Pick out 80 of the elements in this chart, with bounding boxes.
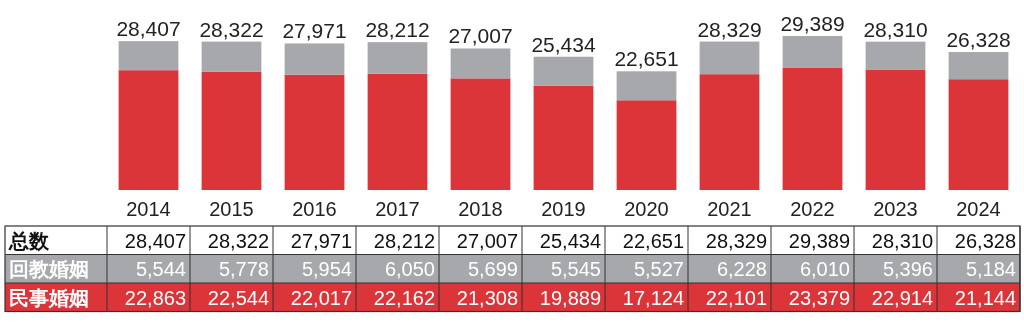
x-tick-label: 2019 (541, 198, 586, 220)
x-tick-label: 2015 (209, 198, 254, 220)
text: 26,328 (954, 229, 1016, 252)
data-label: 6,050 (384, 258, 435, 281)
data-label: 5,184 (965, 258, 1016, 281)
x-tick-label: 2022 (790, 198, 835, 220)
bar (533, 85, 594, 190)
x-tick-label: 2017 (375, 198, 420, 220)
total-label: 25,434 (531, 32, 596, 56)
bar (948, 79, 1009, 190)
text: 28,310 (871, 229, 933, 252)
bar (616, 71, 677, 101)
text: 回教婚姻 (9, 258, 89, 281)
data-label: 5,699 (467, 258, 518, 281)
data-label: 23,379 (788, 286, 850, 309)
bar (201, 71, 262, 190)
x-tick-label: 2018 (458, 198, 503, 220)
bar (284, 43, 345, 75)
data-label: 17,124 (622, 286, 684, 309)
total-label: 28,310 (863, 17, 928, 41)
data-label: 5,545 (550, 258, 601, 281)
text: 28,322 (207, 229, 269, 252)
text: 28,329 (705, 229, 767, 252)
bar (201, 41, 262, 72)
text: 22,651 (622, 229, 684, 252)
text: 总数 (8, 229, 50, 252)
text: 28,212 (373, 229, 435, 252)
bar (367, 42, 428, 74)
data-label: 22,101 (705, 286, 767, 309)
total-label: 28,407 (116, 17, 181, 41)
data-label: 22,863 (124, 286, 186, 309)
data-label: 19,889 (539, 286, 601, 309)
data-label: 22,017 (290, 286, 352, 309)
data-label: 6,228 (716, 258, 767, 281)
bar (118, 70, 179, 190)
data-label: 21,144 (954, 286, 1016, 309)
data-label: 22,544 (207, 286, 269, 309)
bar (865, 41, 926, 70)
bar (367, 73, 428, 190)
data-label: 6,010 (799, 258, 850, 281)
bar (865, 69, 926, 190)
x-tick-label: 2024 (956, 198, 1001, 220)
bar (533, 56, 594, 86)
text: 27,971 (290, 229, 352, 252)
bar (450, 48, 511, 79)
data-label: 5,954 (301, 258, 352, 281)
data-label: 5,778 (218, 258, 269, 281)
data-label: 22,162 (373, 286, 435, 309)
bar (284, 74, 345, 190)
bar (699, 41, 760, 75)
text: 27,007 (456, 229, 518, 252)
data-label: 21,308 (456, 286, 518, 309)
total-label: 27,971 (282, 19, 347, 43)
total-label: 28,212 (365, 18, 430, 42)
bar (948, 52, 1009, 80)
bar (118, 41, 179, 71)
text: 28,407 (124, 229, 186, 252)
x-tick-label: 2021 (707, 198, 752, 220)
total-label: 27,007 (448, 24, 513, 48)
x-tick-label: 2016 (292, 198, 337, 220)
text: 29,389 (788, 229, 850, 252)
text: 25,434 (539, 229, 601, 252)
total-label: 29,389 (780, 12, 845, 35)
data-label: 5,527 (633, 258, 684, 281)
bar (616, 100, 677, 190)
data-label: 5,396 (882, 258, 933, 281)
bar (450, 78, 511, 190)
data-label: 22,914 (871, 286, 933, 309)
total-label: 28,322 (199, 17, 264, 41)
x-tick-label: 2023 (873, 198, 918, 220)
bar (782, 67, 843, 190)
total-label: 22,651 (614, 47, 679, 71)
total-label: 26,328 (946, 28, 1011, 52)
total-label: 28,329 (697, 17, 762, 41)
data-label: 5,544 (135, 258, 186, 281)
x-tick-label: 2014 (126, 198, 171, 220)
bar (699, 74, 760, 190)
text: 民事婚姻 (9, 286, 89, 309)
bar (782, 36, 843, 68)
x-tick-label: 2020 (624, 198, 669, 220)
